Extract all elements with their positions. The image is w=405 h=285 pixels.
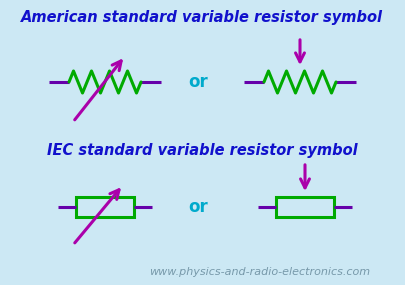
Bar — [276, 197, 334, 217]
Bar — [76, 197, 134, 217]
Text: www.physics-and-radio-electronics.com: www.physics-and-radio-electronics.com — [149, 267, 371, 277]
Text: or: or — [188, 198, 208, 216]
Text: IEC standard variable resistor symbol: IEC standard variable resistor symbol — [47, 143, 357, 158]
Text: or: or — [188, 73, 208, 91]
Text: American standard variable resistor symbol: American standard variable resistor symb… — [21, 10, 383, 25]
